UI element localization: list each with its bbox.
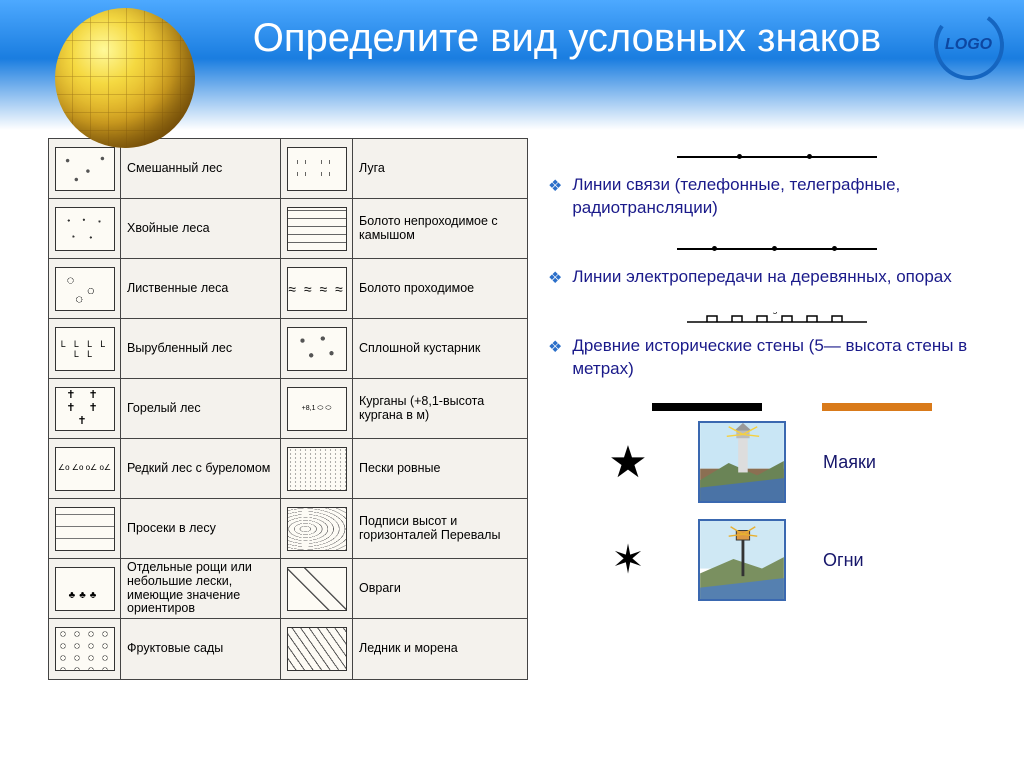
- diamond-bullet-icon: ❖: [548, 268, 562, 290]
- legend-symbol-cell: [281, 199, 353, 259]
- lighthouse-row: ★ Маяки: [548, 421, 1006, 503]
- star-filled-icon: ★: [583, 437, 673, 488]
- legend-symbol-cell: ıı ıı ıı ıı: [281, 139, 353, 199]
- legend-label: Горелый лес: [121, 379, 281, 439]
- legend-symbol: +8,1 ⬭ ⬭: [287, 387, 347, 431]
- lights-picture: [698, 519, 786, 601]
- legend-label: Сплошной кустарник: [353, 319, 527, 379]
- legend-symbol-cell: [281, 619, 353, 679]
- legend-label: Курганы (+8,1-высота кургана в м): [353, 379, 527, 439]
- globe-graphic: [55, 8, 205, 158]
- legend-table: Смешанный лесıı ıı ıı ııЛугаХвойные леса…: [48, 138, 528, 680]
- legend-symbol-cell: [49, 619, 121, 679]
- star-outline-icon: ✶: [583, 537, 673, 583]
- legend-item-label: Линии электропередачи на деревянных, опо…: [572, 266, 951, 290]
- legend-symbol: [287, 507, 347, 551]
- diamond-bullet-icon: ❖: [548, 337, 562, 381]
- black-double-line-icon: [652, 403, 762, 407]
- legend-symbol-cell: ♣♣♣: [49, 559, 121, 619]
- legend-item-label: Древние исторические стены (5— высота ст…: [572, 335, 1006, 381]
- comm-line-symbol: [548, 150, 1006, 164]
- legend-symbol: [287, 207, 347, 251]
- legend-label: Луга: [353, 139, 527, 199]
- legend-label: Подписи высот и горизонталей Перевалы: [353, 499, 527, 559]
- content-area: Смешанный лесıı ıı ıı ııЛугаХвойные леса…: [0, 130, 1024, 690]
- legend-symbol-cell: [49, 499, 121, 559]
- logo-text: LOGO: [945, 36, 992, 54]
- legend-symbol-cell: ✝ ✝ ✝ ✝ ✝: [49, 379, 121, 439]
- legend-symbol: ✝ ✝ ✝ ✝ ✝: [55, 387, 115, 431]
- lights-row: ✶ Огни: [548, 519, 1006, 601]
- legend-symbol: ∠o ∠o o∠ o∠: [55, 447, 115, 491]
- legend-symbol-cell: ≈ ≈ ≈ ≈: [281, 259, 353, 319]
- legend-symbol-cell: +8,1 ⬭ ⬭: [281, 379, 353, 439]
- orange-double-line-icon: [822, 403, 932, 407]
- svg-text:5: 5: [773, 312, 778, 316]
- legend-item-text: ❖Древние исторические стены (5— высота с…: [548, 335, 1006, 381]
- legend-symbol: ♣♣♣: [55, 567, 115, 611]
- legend-symbol-cell: [281, 559, 353, 619]
- legend-symbol-cell: [49, 199, 121, 259]
- lighthouse-label: Маяки: [823, 452, 913, 473]
- power-line-symbol: [548, 242, 1006, 256]
- legend-column: Смешанный лесıı ıı ıı ııЛугаХвойные леса…: [48, 138, 528, 680]
- legend-label: Ледник и морена: [353, 619, 527, 679]
- legend-item-text: ❖ Линии электропередачи на деревянных, оп…: [548, 266, 1006, 290]
- legend-item: 5 ❖Древние исторические стены (5— высота …: [548, 311, 1006, 381]
- legend-label: Редкий лес с буреломом: [121, 439, 281, 499]
- legend-symbol: [287, 447, 347, 491]
- legend-symbol: [287, 627, 347, 671]
- legend-symbol: ıı ıı ıı ıı: [287, 147, 347, 191]
- slide-header: Определите вид условных знаков LOGO: [0, 0, 1024, 130]
- legend-item-text: ❖Линии связи (телефонные, телеграфные, р…: [548, 174, 1006, 220]
- legend-symbol-cell: ∠o ∠o o∠ o∠: [49, 439, 121, 499]
- legend-label: Хвойные леса: [121, 199, 281, 259]
- legend-label: Отдельные рощи или небольшие лески, имею…: [121, 559, 281, 619]
- legend-symbol-cell: L L L L L L: [49, 319, 121, 379]
- legend-symbol: [55, 267, 115, 311]
- lights-label: Огни: [823, 550, 913, 571]
- legend-label: Вырубленный лес: [121, 319, 281, 379]
- legend-label: Фруктовые сады: [121, 619, 281, 679]
- legend-label: Пески ровные: [353, 439, 527, 499]
- legend-label: Овраги: [353, 559, 527, 619]
- diamond-bullet-icon: ❖: [548, 176, 562, 220]
- legend-item-label: Линии связи (телефонные, телеграфные, ра…: [572, 174, 1006, 220]
- legend-label: Просеки в лесу: [121, 499, 281, 559]
- legend-symbol: [55, 507, 115, 551]
- legend-symbol: [55, 207, 115, 251]
- legend-symbol-cell: [49, 259, 121, 319]
- description-column: ❖Линии связи (телефонные, телеграфные, р…: [548, 138, 1006, 680]
- legend-symbol-cell: [281, 319, 353, 379]
- legend-symbol-cell: [281, 499, 353, 559]
- legend-item: ❖Линии связи (телефонные, телеграфные, р…: [548, 150, 1006, 220]
- legend-symbol: ≈ ≈ ≈ ≈: [287, 267, 347, 311]
- legend-symbol-cell: [281, 439, 353, 499]
- right-items-list: ❖Линии связи (телефонные, телеграфные, р…: [548, 150, 1006, 381]
- legend-symbol: [287, 567, 347, 611]
- legend-label: Лиственные леса: [121, 259, 281, 319]
- stripe-row: [548, 403, 1006, 407]
- legend-label: Болото проходимое: [353, 259, 527, 319]
- legend-symbol: [287, 327, 347, 371]
- legend-symbol: [55, 627, 115, 671]
- wall-symbol: 5: [548, 311, 1006, 325]
- icon-section: ★ Маяки ✶: [548, 403, 1006, 601]
- legend-symbol: L L L L L L: [55, 327, 115, 371]
- legend-item: ❖ Линии электропередачи на деревянных, оп…: [548, 242, 1006, 290]
- lighthouse-picture: [698, 421, 786, 503]
- legend-label: Болото непроходимое с камышом: [353, 199, 527, 259]
